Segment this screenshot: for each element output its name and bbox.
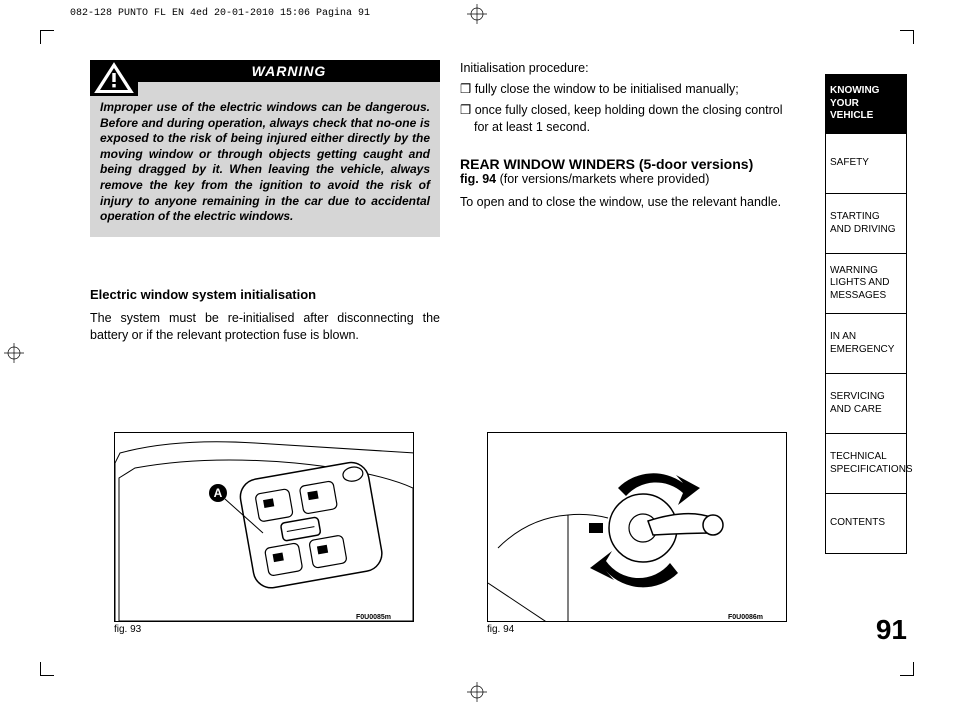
registration-mark-bottom [467, 682, 487, 702]
crop-mark-tl [40, 30, 54, 44]
tab-servicing[interactable]: SERVICING AND CARE [825, 374, 907, 434]
rear-fig-number: fig. 94 [460, 172, 496, 186]
crop-mark-tr [900, 30, 914, 44]
rear-fig-ref: fig. 94 (for versions/markets where prov… [460, 172, 790, 186]
rear-text: To open and to close the window, use the… [460, 194, 790, 211]
page: 082-128 PUNTO FL EN 4ed 20-01-2010 15:06… [0, 0, 954, 706]
figure-93-caption: fig. 93 [114, 624, 141, 635]
figure-93: A [114, 432, 414, 622]
tab-contents[interactable]: CONTENTS [825, 494, 907, 554]
proc-item-1: fully close the window to be initialised… [460, 81, 790, 98]
tab-warning-lights[interactable]: WARNING LIGHTS AND MESSAGES [825, 254, 907, 314]
content-area: WARNING Improper use of the electric win… [90, 60, 790, 344]
figure-93-code: F0U0085m [356, 614, 391, 621]
registration-mark-top [467, 4, 487, 24]
tab-safety[interactable]: SAFETY [825, 134, 907, 194]
proc-heading: Initialisation procedure: [460, 60, 790, 77]
figure-94-caption: fig. 94 [487, 624, 514, 635]
warning-box: WARNING Improper use of the electric win… [90, 60, 440, 237]
svg-text:A: A [214, 486, 223, 500]
rear-heading: REAR WINDOW WINDERS (5-door versions) [460, 156, 790, 172]
init-text: The system must be re-initialised after … [90, 310, 440, 344]
warning-title: WARNING [138, 60, 440, 82]
tab-knowing-vehicle[interactable]: KNOWING YOUR VEHICLE [825, 74, 907, 134]
warning-triangle-icon [90, 60, 138, 96]
tab-starting-driving[interactable]: STARTING AND DRIVING [825, 194, 907, 254]
figure-94 [487, 432, 787, 622]
left-column: WARNING Improper use of the electric win… [90, 60, 440, 344]
print-header: 082-128 PUNTO FL EN 4ed 20-01-2010 15:06… [70, 8, 370, 19]
proc-item-2: once fully closed, keep holding down the… [460, 102, 790, 136]
init-heading: Electric window system initialisation [90, 287, 440, 302]
crop-mark-br [900, 662, 914, 676]
section-tabs: KNOWING YOUR VEHICLE SAFETY STARTING AND… [825, 74, 907, 554]
crop-mark-bl [40, 662, 54, 676]
right-column: Initialisation procedure: fully close th… [460, 60, 790, 210]
page-number: 91 [876, 614, 907, 646]
warning-body-text: Improper use of the electric windows can… [90, 96, 440, 229]
tab-tech-specs[interactable]: TECHNICAL SPECIFICATIONS [825, 434, 907, 494]
registration-mark-left [4, 343, 24, 363]
rear-fig-note: (for versions/markets where provided) [496, 172, 709, 186]
tab-emergency[interactable]: IN AN EMERGENCY [825, 314, 907, 374]
figure-94-code: F0U0086m [728, 614, 763, 621]
